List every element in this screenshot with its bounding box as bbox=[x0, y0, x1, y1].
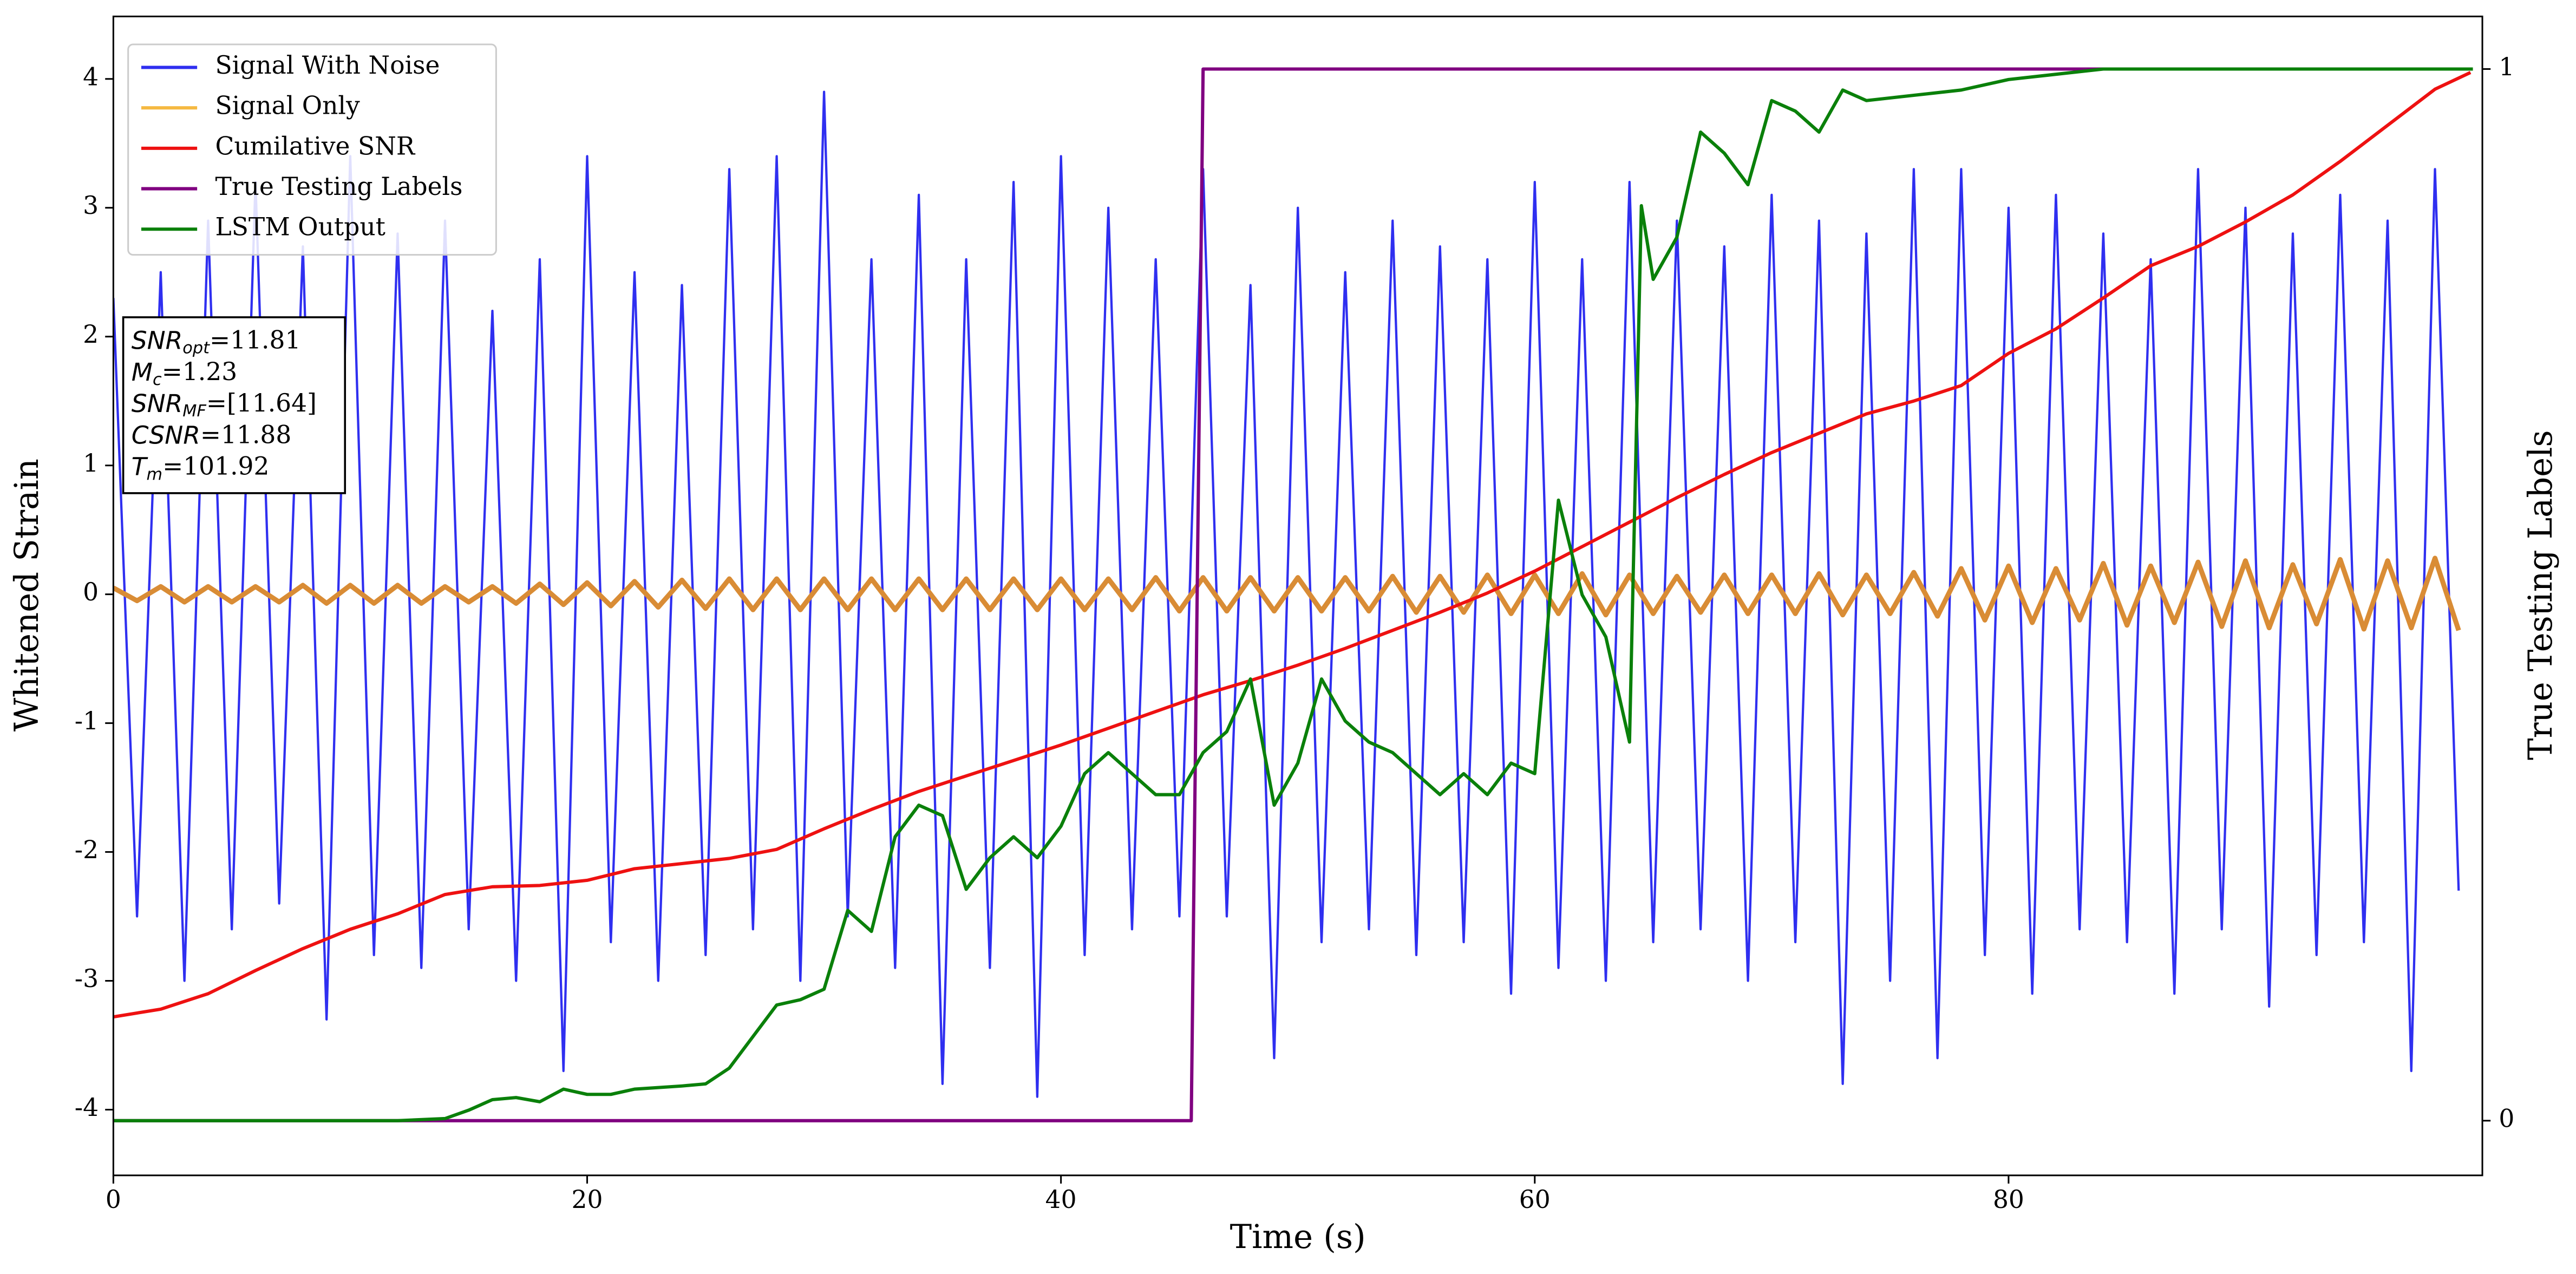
y-tick-label: -1 bbox=[75, 707, 99, 735]
legend-label: Signal With Noise bbox=[215, 51, 440, 80]
annotation-subscript: m bbox=[147, 465, 163, 484]
y-tick-label: 3 bbox=[83, 191, 99, 220]
series-line bbox=[113, 67, 2473, 1122]
annotation-line: Tm=101.92 bbox=[132, 452, 270, 484]
annotation-value: =101.92 bbox=[162, 452, 269, 480]
y-tick-label: 0 bbox=[83, 578, 99, 606]
series-line bbox=[113, 556, 2461, 632]
annotation-subscript: opt bbox=[182, 338, 210, 357]
series-line bbox=[113, 71, 2472, 1019]
x-axis-title: Time (s) bbox=[1230, 1218, 1366, 1256]
y2-tick-label: 1 bbox=[2499, 53, 2514, 81]
y-tick-label: 2 bbox=[83, 320, 99, 349]
annotation-symbol: SNR bbox=[132, 389, 183, 418]
annotation-line: CSNR=11.88 bbox=[132, 420, 292, 449]
annotation-subscript: MF bbox=[182, 402, 206, 421]
y2-tick-label: 0 bbox=[2499, 1104, 2514, 1133]
legend-box bbox=[127, 43, 497, 256]
y-tick-label: 1 bbox=[83, 449, 99, 478]
legend-label: Signal Only bbox=[215, 92, 360, 120]
y-tick-label: -3 bbox=[75, 964, 99, 993]
annotation-subscript: c bbox=[153, 370, 162, 389]
plot-area bbox=[113, 67, 2473, 1122]
x-tick-label: 60 bbox=[1519, 1185, 1551, 1214]
annotation-symbol: M bbox=[132, 357, 153, 386]
annotation-line: SNRopt=11.81 bbox=[132, 325, 301, 357]
y-tick-label: 4 bbox=[83, 62, 99, 91]
series-line bbox=[113, 67, 2473, 1122]
annotation-symbol: T bbox=[132, 452, 148, 481]
legend-label: True Testing Labels bbox=[215, 172, 463, 201]
annotation-box bbox=[122, 316, 346, 494]
annotation-value: =[11.64] bbox=[206, 389, 317, 417]
y-tick-label: -4 bbox=[75, 1093, 99, 1122]
annotation-line: Mc=1.23 bbox=[132, 357, 237, 389]
x-tick-label: 0 bbox=[106, 1185, 121, 1214]
annotation-symbol: SNR bbox=[132, 326, 183, 355]
legend-label: Cumilative SNR bbox=[215, 132, 416, 160]
y-axis-title: Whitened Strain bbox=[8, 459, 46, 731]
x-tick-label: 80 bbox=[1993, 1185, 2024, 1214]
annotation-value: =11.88 bbox=[200, 420, 291, 449]
annotation-value: =1.23 bbox=[162, 357, 237, 386]
annotation-value: =11.81 bbox=[210, 325, 300, 354]
axes-frame bbox=[112, 15, 2483, 1177]
legend-label: LSTM Output bbox=[215, 213, 385, 241]
series-line bbox=[113, 90, 2460, 1098]
annotation-symbol: CSNR bbox=[132, 421, 200, 449]
annotation-line: SNRMF=[11.64] bbox=[132, 389, 317, 421]
y-tick-label: -2 bbox=[75, 835, 99, 864]
y2-axis-title: True Testing Labels bbox=[2522, 430, 2560, 760]
x-tick-label: 20 bbox=[572, 1185, 603, 1214]
x-tick-label: 40 bbox=[1045, 1185, 1077, 1214]
